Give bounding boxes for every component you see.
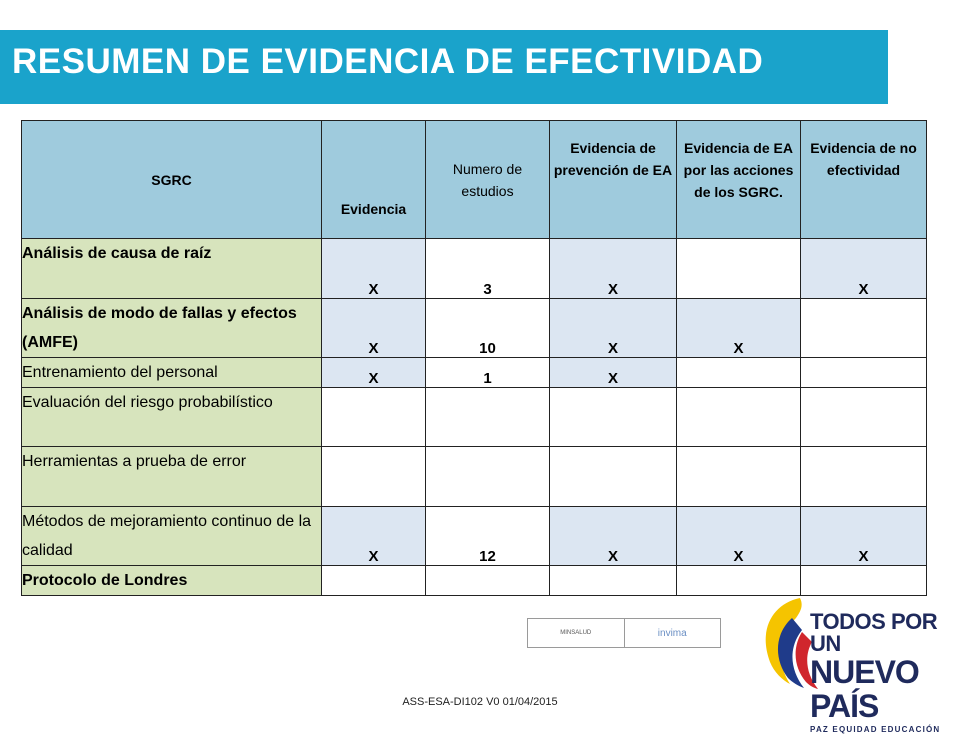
table-cell: [676, 565, 801, 596]
table-row: Entrenamiento del personal X 1 X: [21, 357, 927, 388]
table-cell: [549, 446, 677, 507]
evidence-table: SGRC Evidencia Numero de estudios Eviden…: [21, 120, 927, 596]
table-cell: X: [676, 506, 801, 566]
table-cell: 10: [425, 298, 550, 358]
ministry-badge: MINSALUD invima: [527, 618, 721, 648]
table-cell: [800, 387, 927, 447]
table-cell: X: [676, 298, 801, 358]
table-cell: X: [549, 298, 677, 358]
table-row: Evaluación del riesgo probabilístico: [21, 387, 927, 447]
table-cell: X: [321, 238, 426, 299]
table-cell: X: [321, 506, 426, 566]
document-code: ASS-ESA-DI102 V0 01/04/2015: [402, 696, 558, 708]
table-cell: [676, 238, 801, 299]
table-cell: [800, 565, 927, 596]
table-cell: X: [321, 298, 426, 358]
invima-label: invima: [657, 627, 687, 639]
table-cell: [676, 357, 801, 388]
logo-line-2: NUEVO PAÍS: [810, 654, 920, 724]
table-cell: [800, 446, 927, 507]
table-cell: [676, 387, 801, 447]
table-cell: X: [800, 506, 927, 566]
row-label: Análisis de modo de fallas y efectos (AM…: [21, 298, 322, 358]
table-cell: [800, 298, 927, 358]
table-cell: X: [549, 506, 677, 566]
invima-logo: invima: [623, 619, 721, 647]
table-row: Protocolo de Londres: [21, 565, 927, 596]
table-cell: X: [321, 357, 426, 388]
table-cell: X: [549, 238, 677, 299]
table-cell: 3: [425, 238, 550, 299]
table-cell: [800, 357, 927, 388]
table-row: Análisis de causa de raíz X 3 X X: [21, 238, 927, 299]
row-label: Análisis de causa de raíz: [21, 238, 322, 299]
header-prevencion-ea: Evidencia de prevención de EA: [549, 120, 677, 239]
flag-swoosh-icon: [765, 598, 818, 689]
header-sgrc: SGRC: [21, 120, 322, 239]
table-cell: [549, 565, 677, 596]
table-cell: X: [800, 238, 927, 299]
table-row: Métodos de mejoramiento continuo de la c…: [21, 506, 927, 566]
table-cell: [425, 387, 550, 447]
title-band: RESUMEN DE EVIDENCIA DE EFECTIVIDAD: [0, 30, 888, 104]
table-cell: [321, 565, 426, 596]
table-header-row: SGRC Evidencia Numero de estudios Eviden…: [21, 120, 927, 239]
page-title: RESUMEN DE EVIDENCIA DE EFECTIVIDAD: [12, 42, 764, 81]
header-no-efectividad: Evidencia de no efectividad: [800, 120, 927, 239]
row-label: Entrenamiento del personal: [21, 357, 322, 388]
table-cell: [425, 446, 550, 507]
logo-line-1: TODOS POR UN: [810, 609, 938, 656]
table-row: Análisis de modo de fallas y efectos (AM…: [21, 298, 927, 358]
table-cell: [321, 446, 426, 507]
header-ea-acciones: Evidencia de EA por las acciones de los …: [676, 120, 801, 239]
table-cell: [321, 387, 426, 447]
table-cell: 12: [425, 506, 550, 566]
row-label: Evaluación del riesgo probabilístico: [21, 387, 322, 447]
table-cell: [425, 565, 550, 596]
row-label: Métodos de mejoramiento continuo de la c…: [21, 506, 322, 566]
todos-por-un-nuevo-pais-logo: TODOS POR UN NUEVO PAÍS PAZ EQUIDAD EDUC…: [810, 611, 960, 734]
table-row: Herramientas a prueba de error: [21, 446, 927, 507]
row-label: Herramientas a prueba de error: [21, 446, 322, 507]
table-cell: [549, 387, 677, 447]
table-cell: 1: [425, 357, 550, 388]
table-cell: X: [549, 357, 677, 388]
header-numero-estudios: Numero de estudios: [425, 120, 550, 239]
logo-line-3: PAZ EQUIDAD EDUCACIÓN: [810, 725, 941, 734]
header-evidencia: Evidencia: [321, 120, 426, 239]
minsalud-logo: MINSALUD: [528, 619, 624, 647]
table-cell: [676, 446, 801, 507]
minsalud-label: MINSALUD: [560, 630, 592, 636]
row-label: Protocolo de Londres: [21, 565, 322, 596]
